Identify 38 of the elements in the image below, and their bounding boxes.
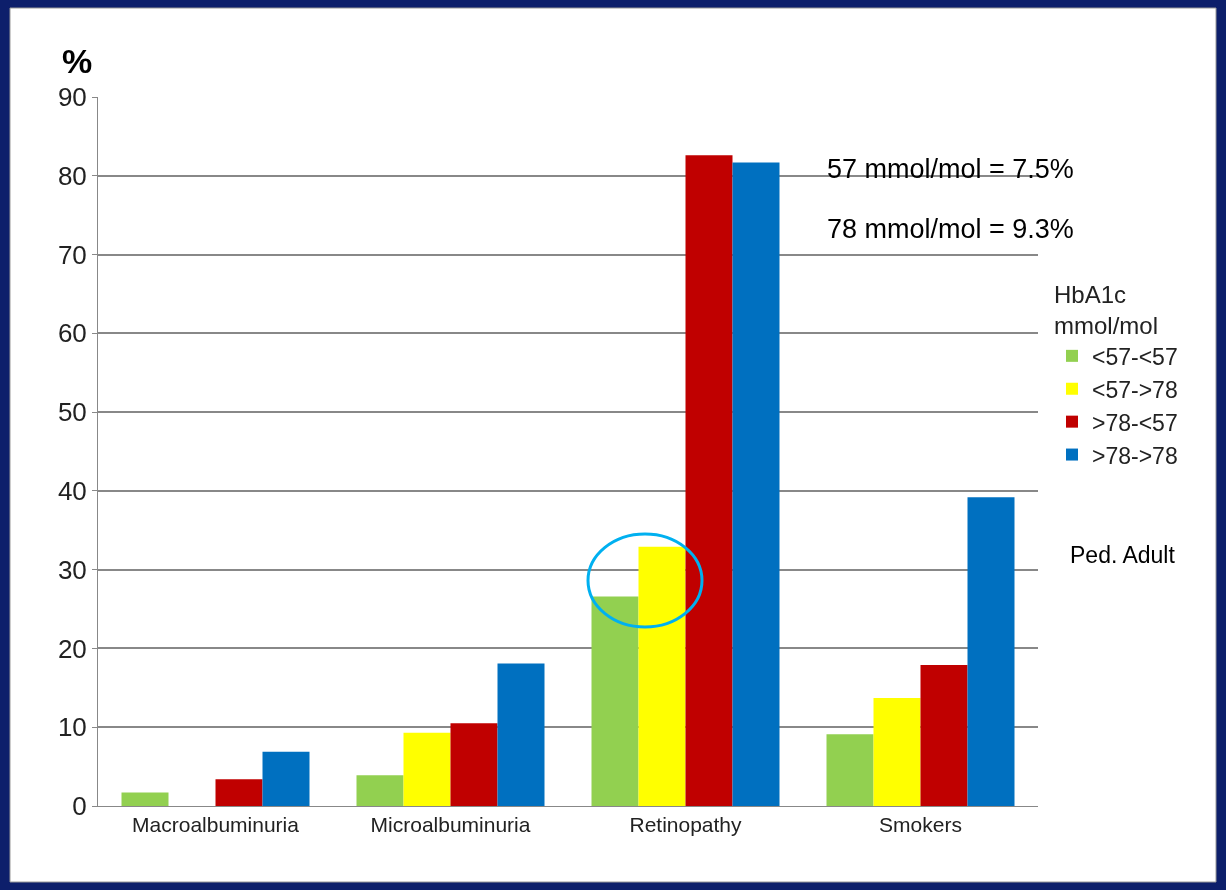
legend-label: >78->78: [1092, 442, 1178, 469]
bar: [262, 751, 310, 806]
bar: [591, 596, 639, 806]
y-tick-label: 60: [57, 318, 87, 349]
y-tick-label: 30: [57, 554, 87, 585]
bar: [121, 792, 169, 806]
y-tick-label: 10: [57, 712, 87, 743]
bar: [215, 779, 263, 806]
legend-label: <57-<57: [1092, 343, 1178, 370]
y-tick-label: 90: [57, 82, 87, 113]
bar: [732, 162, 780, 806]
x-tick-label: Retinopathy: [629, 813, 743, 837]
bar: [826, 734, 874, 806]
bar: [497, 663, 545, 806]
bar: [920, 664, 968, 806]
bar: [873, 698, 921, 806]
y-tick-label: 40: [57, 475, 87, 506]
annotation: 57 mmol/mol = 7.5%: [827, 154, 1074, 184]
y-tick-label: 70: [57, 239, 87, 270]
bar: [403, 732, 451, 806]
y-axis-title: %: [62, 42, 93, 80]
bar: [685, 155, 733, 806]
bar: [638, 546, 686, 806]
y-tick-label: 80: [57, 160, 87, 191]
annotation: 78 mmol/mol = 9.3%: [827, 214, 1074, 244]
bar: [356, 775, 404, 806]
y-tick-label: 50: [57, 397, 87, 428]
bar: [967, 497, 1015, 806]
text: Ped. Adult: [1070, 542, 1176, 568]
x-tick-label: Macroalbuminuria: [132, 813, 300, 837]
x-tick-label: Smokers: [879, 813, 962, 837]
x-tick-label: Microalbuminuria: [370, 813, 531, 837]
y-tick-label: 20: [57, 633, 87, 664]
legend-label: <57->78: [1092, 376, 1178, 403]
legend-label: >78-<57: [1092, 409, 1178, 436]
y-tick-label: 0: [72, 791, 87, 822]
bar: [450, 723, 498, 806]
legend-title: HbA1c mmol/mol: [1054, 281, 1159, 340]
